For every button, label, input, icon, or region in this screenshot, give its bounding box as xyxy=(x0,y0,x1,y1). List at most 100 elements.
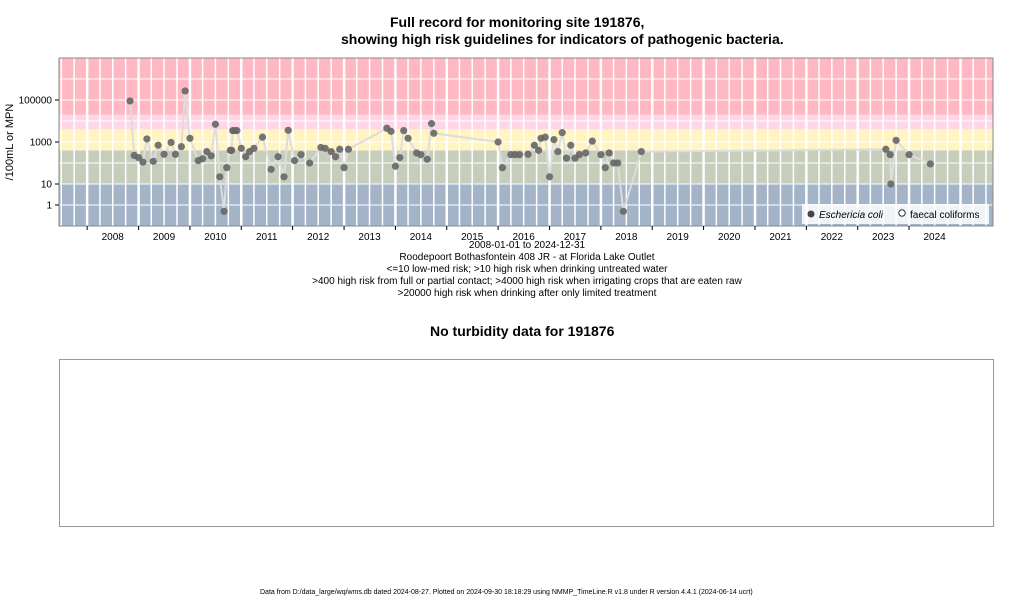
data-point xyxy=(554,147,562,156)
legend-label: faecal coliforms xyxy=(910,210,979,221)
data-point xyxy=(391,162,400,170)
data-point xyxy=(171,150,180,158)
data-point xyxy=(242,153,250,161)
data-point xyxy=(143,135,151,143)
y-axis-label: /100mL or MPN xyxy=(4,104,16,181)
ecoli-timeline-chart: 1 10 1000 100000/100mL or MPN 2008 2009 2010 20… xyxy=(4,57,994,243)
data-point xyxy=(588,137,596,145)
x-tick-label: 2017 xyxy=(564,232,587,243)
data-point xyxy=(297,151,305,159)
footer-note: Data from D:/data_large/wq/wms.db dated … xyxy=(260,589,753,596)
legend-marker-filled xyxy=(807,210,815,218)
data-point xyxy=(597,151,605,159)
data-point xyxy=(605,149,613,157)
y-tick-label: 10 xyxy=(41,180,53,191)
data-point xyxy=(550,136,558,144)
data-point xyxy=(515,151,524,159)
data-point xyxy=(216,173,224,181)
data-point xyxy=(336,145,344,153)
data-point xyxy=(417,151,425,159)
data-point xyxy=(237,144,245,152)
data-point xyxy=(498,164,507,172)
data-point xyxy=(530,141,538,149)
data-point xyxy=(160,150,168,158)
date-range-caption: 2008-01-01 to 2024-12-31 xyxy=(468,240,586,251)
data-point xyxy=(280,173,288,181)
risk-band-4 xyxy=(59,58,993,115)
data-point xyxy=(926,160,935,168)
x-tick-label: 2021 xyxy=(769,232,792,243)
data-point xyxy=(126,97,134,105)
risk-band-2 xyxy=(59,129,993,151)
data-point xyxy=(886,151,894,159)
legend-box xyxy=(802,204,989,224)
data-point xyxy=(258,133,267,141)
data-point xyxy=(290,157,299,165)
turbidity-title: No turbidity data for 191876 xyxy=(430,323,615,339)
data-point xyxy=(207,152,215,160)
data-point xyxy=(220,207,228,215)
x-tick-label: 2013 xyxy=(358,232,381,243)
data-point xyxy=(637,147,645,156)
data-point xyxy=(387,127,395,135)
data-point xyxy=(306,159,314,167)
data-point xyxy=(233,126,241,135)
data-point xyxy=(582,149,590,157)
data-point xyxy=(404,134,412,142)
x-tick-label: 2022 xyxy=(821,232,844,243)
data-point xyxy=(284,126,292,134)
data-point xyxy=(494,138,502,146)
data-point xyxy=(545,173,554,181)
data-point xyxy=(558,129,566,137)
data-point xyxy=(181,87,189,95)
data-point xyxy=(575,151,583,159)
x-tick-label: 2024 xyxy=(924,232,947,243)
data-point xyxy=(344,145,353,153)
data-point xyxy=(139,158,147,166)
legend-label: Eschericia coli xyxy=(819,210,884,221)
data-point xyxy=(274,153,282,161)
data-point xyxy=(211,120,219,128)
data-point xyxy=(567,141,575,149)
risk-caption-1: <=10 low-med risk; >10 high risk when dr… xyxy=(386,264,668,275)
risk-band-3 xyxy=(59,114,993,130)
x-tick-label: 2010 xyxy=(204,232,227,243)
risk-caption-3: >20000 high risk when drinking after onl… xyxy=(397,288,657,299)
data-point xyxy=(619,207,627,215)
data-point xyxy=(882,145,890,153)
data-point xyxy=(135,154,143,162)
legend-marker-open xyxy=(898,209,906,217)
data-point xyxy=(250,144,258,152)
x-tick-label: 2016 xyxy=(513,232,536,243)
data-point xyxy=(396,154,404,162)
y-tick-label: 1 xyxy=(46,201,52,212)
site-caption: Roodepoort Bothasfontein 408 JR - at Flo… xyxy=(399,252,655,263)
data-point xyxy=(400,126,408,135)
data-point xyxy=(340,164,348,172)
legend: Eschericia coli faecal coliforms xyxy=(802,204,989,224)
data-point xyxy=(524,150,532,158)
data-point xyxy=(321,144,329,152)
data-point xyxy=(327,147,335,156)
data-point xyxy=(149,157,157,165)
x-tick-label: 2009 xyxy=(153,232,176,243)
x-tick-label: 2014 xyxy=(410,232,433,243)
chart-title-line1: Full record for monitoring site 191876, xyxy=(390,14,645,30)
data-point xyxy=(167,138,175,147)
data-point xyxy=(223,164,231,172)
data-point xyxy=(887,180,895,188)
data-point xyxy=(198,155,207,163)
y-tick-label: 1000 xyxy=(30,138,53,149)
data-point xyxy=(267,165,275,173)
data-point xyxy=(892,136,900,144)
data-point xyxy=(427,120,436,128)
data-point xyxy=(154,141,162,149)
data-point xyxy=(331,153,340,161)
x-tick-label: 2012 xyxy=(307,232,330,243)
data-point xyxy=(534,146,543,154)
x-tick-label: 2023 xyxy=(872,232,895,243)
data-point xyxy=(562,154,571,162)
data-point xyxy=(430,129,438,137)
risk-caption-2: >400 high risk from full or partial cont… xyxy=(312,276,742,287)
data-point xyxy=(228,146,236,154)
